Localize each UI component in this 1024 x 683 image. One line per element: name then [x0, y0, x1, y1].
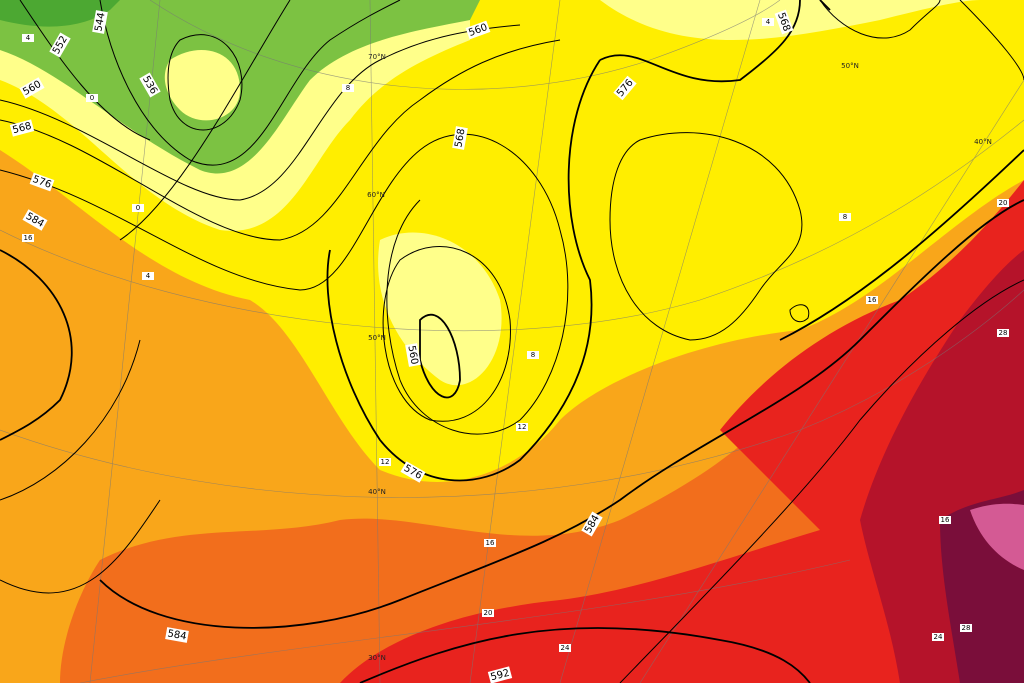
isotherm-label: 0 [90, 94, 94, 102]
isotherm-label: 16 [868, 296, 877, 304]
isotherm-box [484, 539, 496, 547]
isotherm-label: 16 [486, 539, 495, 547]
label-box [92, 10, 108, 34]
contour-value: 544 [93, 12, 107, 33]
label-box [774, 9, 794, 35]
shade-dark-green [0, 0, 120, 27]
isotherm-label: 4 [26, 34, 31, 42]
shade-green [0, 0, 480, 174]
isotherm-box [762, 18, 774, 26]
label-box [9, 119, 35, 137]
label-box [29, 172, 55, 192]
isotherm-label: 4 [766, 18, 771, 26]
label-box [452, 126, 468, 150]
label-box [581, 511, 603, 537]
latitude-label: 70°N [368, 53, 386, 61]
isotherm-box [960, 624, 972, 632]
shade-light-yellow [600, 0, 980, 40]
isotherm-box [482, 609, 494, 617]
contour-label: 544 [92, 10, 108, 34]
isotherm-box [559, 644, 571, 652]
isotherm-box [516, 423, 528, 431]
latitude-label: 30°N [368, 654, 386, 662]
isotherm-box [22, 234, 34, 242]
isotherm-label: 28 [999, 329, 1008, 337]
contour-label: 584 [165, 627, 189, 643]
isotherm-label: 12 [381, 458, 390, 466]
isotherm-label: 0 [136, 204, 140, 212]
shade-light-yellow [164, 50, 240, 121]
contour-label: 592 [487, 666, 513, 683]
contour-value: 584 [167, 628, 188, 642]
isotherm-label: 24 [934, 633, 943, 641]
label-box [49, 32, 71, 58]
shade-red [340, 180, 1024, 683]
contour-label: 568 [9, 119, 35, 137]
isotherm-label: 12 [518, 423, 527, 431]
contour-value: 592 [489, 668, 510, 683]
isotherm-box [86, 94, 98, 102]
shade-pink [970, 503, 1024, 570]
label-box [465, 20, 491, 40]
isotherm-box [997, 199, 1009, 207]
label-box [613, 75, 637, 101]
isotherm-label: 24 [561, 644, 570, 652]
isotherm-label: 4 [146, 272, 151, 280]
isotherm-box [839, 213, 851, 221]
isotherm-box [866, 296, 878, 304]
contour-value: 568 [11, 121, 32, 137]
labels: 5445525605685765845365605685765685605765… [9, 9, 1009, 683]
isotherm-box [379, 458, 391, 466]
isotherm-box [142, 272, 154, 280]
label-box [405, 343, 421, 367]
latitude-label: 50°N [841, 62, 859, 70]
contour-value: 560 [405, 345, 419, 366]
isotherm-box [342, 84, 354, 92]
isotherm-label: 8 [843, 213, 847, 221]
isotherm-label: 16 [24, 234, 33, 242]
isotherm-box [932, 633, 944, 641]
label-box [400, 461, 426, 483]
isotherm-box [997, 329, 1009, 337]
isotherm-label: 20 [999, 199, 1008, 207]
isotherm-label: 20 [484, 609, 493, 617]
isotherm-box [527, 351, 539, 359]
label-box [139, 72, 161, 98]
isotherm-box [939, 516, 951, 524]
isotherm-box [22, 34, 34, 42]
isotherm-box [132, 204, 144, 212]
contour-value: 568 [453, 128, 467, 149]
latitude-label: 60°N [367, 191, 385, 199]
label-box [22, 209, 48, 231]
label-box [165, 627, 189, 643]
label-box [19, 77, 45, 99]
isotherm-label: 8 [531, 351, 535, 359]
isotherm-label: 8 [346, 84, 350, 92]
label-box [487, 666, 513, 683]
contour-label: 560 [405, 343, 421, 367]
contour-label: 568 [452, 126, 468, 150]
latitude-label: 40°N [974, 138, 992, 146]
latitude-label: 50°N [368, 334, 386, 342]
isotherm-label: 28 [962, 624, 971, 632]
isotherm-label: 16 [941, 516, 950, 524]
latitude-label: 40°N [368, 488, 386, 496]
